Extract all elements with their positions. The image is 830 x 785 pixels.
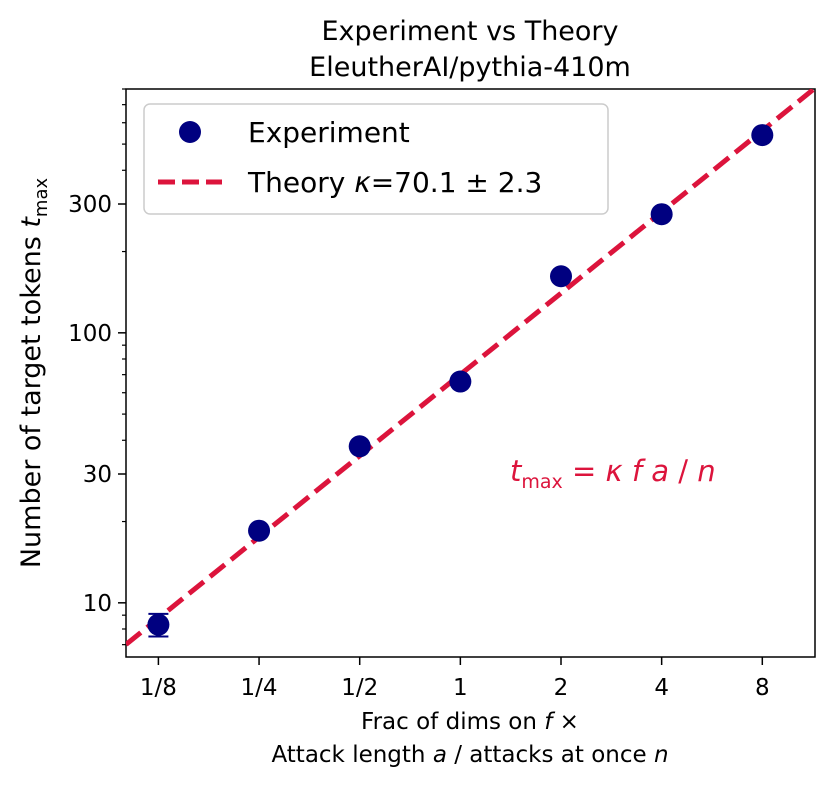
theory-line-group [126,89,815,647]
x-tick-label: 8 [755,675,770,701]
experiment-point [348,435,371,458]
x-tick-label: 2 [554,675,569,701]
experiment-point [650,203,673,226]
theory-line [126,89,815,647]
experiment-point [248,519,271,542]
axis-ticks: 1/8 1/4 1/2 1 2 4 8 10 30 100 300 [68,88,770,701]
x-tick-label: 1/8 [140,675,177,701]
y-tick-label: 30 [83,462,112,488]
legend: Experiment Theory κ=70.1 ± 2.3 [143,103,609,215]
x-tick-label: 1/2 [341,675,378,701]
experiment-point [147,613,170,636]
x-axis-label-line2: Attack length a / attacks at once n [271,742,668,768]
x-axis-label-line1: Frac of dims on f × [361,709,579,735]
y-axis-label: Number of target tokens tmax [16,178,52,569]
experiment-point [550,265,573,288]
legend-theory-label: Theory κ=70.1 ± 2.3 [247,166,542,199]
x-tick-label: 1/4 [241,675,278,701]
chart-subtitle: EleutherAI/pythia-410m [309,52,631,83]
experiment-point [751,124,774,147]
legend-experiment-marker [179,121,201,143]
experiment-points-group [147,124,774,638]
y-tick-label: 300 [68,192,112,218]
formula-annotation: tmax = κ f a / n [510,454,716,493]
plot-area [125,88,816,658]
legend-experiment-label: Experiment [248,116,410,149]
chart-title: Experiment vs Theory [321,16,618,47]
legend-box [143,103,609,215]
y-tick-label: 100 [68,321,112,347]
y-tick-label: 10 [83,591,112,617]
experiment-point [449,370,472,393]
x-tick-label: 1 [453,675,468,701]
x-tick-label: 4 [654,675,669,701]
